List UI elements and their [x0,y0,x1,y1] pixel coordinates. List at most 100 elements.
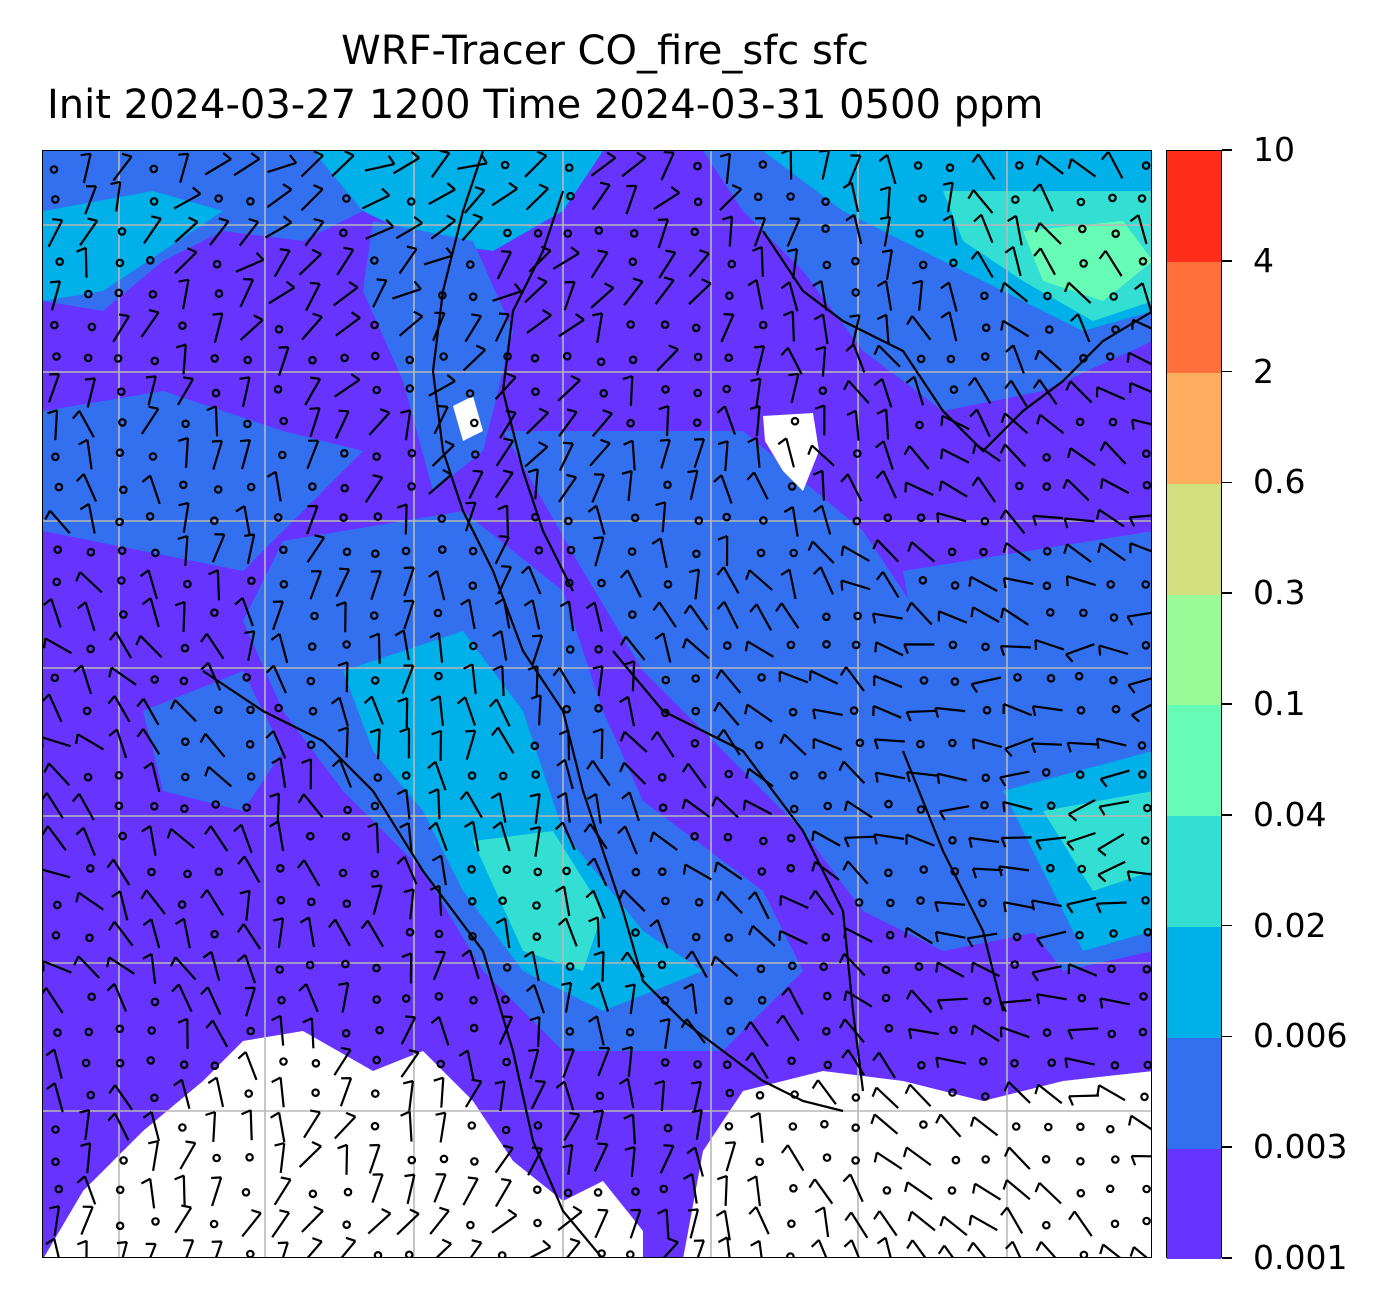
wind-barb [1004,246,1022,277]
wind-barb [45,1237,60,1257]
wind-barb [457,154,488,170]
wind-barb [999,1026,1030,1039]
calm-wind-circle [530,741,540,751]
calm-wind-circle [213,485,223,494]
calm-wind-circle [274,703,283,713]
wind-barb [556,791,571,823]
wind-barb [778,670,809,684]
calm-wind-circle [663,480,672,490]
colorbar-tick-label: 0.04 [1253,794,1327,834]
wind-barb [200,889,224,916]
calm-wind-circle [821,197,830,207]
calm-wind-circle [183,579,192,589]
wind-barb [719,183,743,211]
wind-barb [649,831,678,851]
wind-barb [330,696,349,727]
wind-barb [940,414,970,431]
wind-barb [429,884,443,916]
calm-wind-circle [81,1058,91,1068]
calm-wind-circle [759,516,768,525]
calm-wind-circle [118,831,128,841]
wind-barb [747,279,764,310]
calm-wind-circle [787,482,797,491]
calm-wind-circle [1105,352,1115,361]
wind-barb [461,213,484,242]
calm-wind-circle [468,581,478,591]
wind-barb [464,820,480,852]
wind-barb [970,961,1000,978]
wind-barb [1032,379,1058,406]
calm-wind-circle [370,320,379,330]
wind-barb [752,245,764,277]
calm-wind-circle [950,581,960,590]
calm-wind-circle [115,1024,125,1034]
calm-wind-circle [981,323,991,333]
wind-barb [328,918,351,947]
wind-barb [1128,514,1151,527]
wind-barb [843,800,873,819]
wind-barb [586,857,608,887]
wind-barb [237,855,261,883]
wind-barb [400,1110,413,1142]
calm-wind-circle [178,321,187,331]
wind-barb [337,1143,349,1175]
wind-barb [693,438,706,468]
wind-barb [430,214,456,240]
wind-barb [428,821,448,852]
calm-wind-circle [1014,481,1024,491]
wind-barb [1100,151,1124,179]
calm-wind-circle [502,865,512,874]
wind-barb [75,826,96,856]
calm-wind-circle [437,291,447,300]
wind-barb [140,308,160,338]
calm-wind-circle [311,1058,321,1068]
wind-barb [593,536,605,567]
wind-barb [873,1210,898,1237]
wind-barb [593,1109,605,1141]
calm-wind-circle [342,640,351,649]
wind-barb [106,983,128,1012]
wind-barb [44,509,71,534]
wind-barb [592,727,604,760]
calm-wind-circle [948,738,957,748]
wind-barb [744,1021,769,1047]
calm-wind-circle [916,896,925,905]
wind-barb [396,788,411,820]
wind-barb [968,1214,998,1232]
calm-wind-circle [851,1093,861,1102]
calm-wind-circle [50,673,60,683]
wind-barb [905,601,933,626]
calm-wind-circle [851,256,860,266]
wind-barb [145,375,157,406]
calm-wind-circle [1041,1220,1051,1230]
wind-barb [846,409,860,441]
wind-barb [174,1204,193,1234]
wind-barb [79,217,99,247]
wind-barb [526,407,550,435]
calm-wind-circle [722,1060,732,1070]
wind-barb [73,664,93,695]
calm-wind-circle [916,513,926,523]
wind-barb [1099,1243,1121,1257]
wind-barb [937,1244,954,1257]
calm-wind-circle [1074,671,1084,681]
wind-barb [370,570,382,600]
wind-barb [873,833,905,845]
calm-wind-circle [405,927,415,937]
wind-barb [1067,1027,1099,1040]
calm-wind-circle [310,611,319,621]
calm-wind-circle [1106,1124,1115,1134]
calm-wind-circle [918,194,927,203]
wind-barb [1067,447,1096,467]
calm-wind-circle [178,1123,187,1132]
wind-barb [108,921,134,947]
wind-barb [745,1051,769,1079]
wind-barb [711,796,739,819]
wind-barb [392,280,422,300]
calm-wind-circle [115,448,125,458]
wind-barb [76,1239,88,1257]
wind-barb [681,637,710,660]
wind-barb [529,792,541,824]
wind-barb [212,312,224,343]
wind-barb [559,600,575,632]
